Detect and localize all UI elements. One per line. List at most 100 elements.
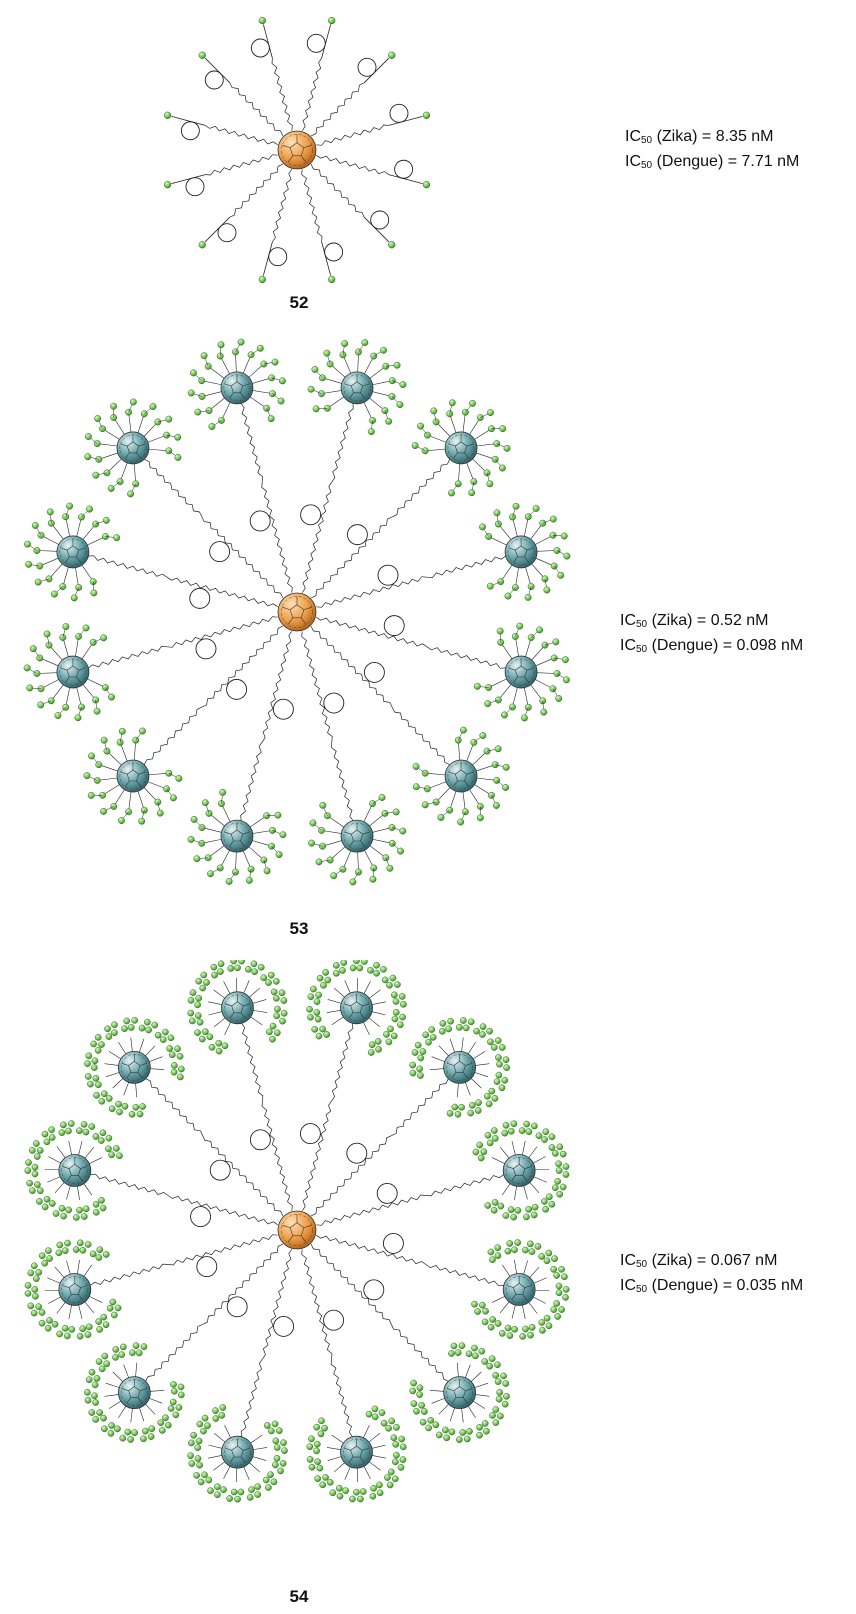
sugar-branch [470, 1371, 482, 1383]
sugar-ball [392, 808, 400, 816]
sugar-ball [380, 965, 387, 973]
sugar-ball [215, 1039, 223, 1047]
sugar-ball [312, 405, 320, 413]
core-fullerene-cage-bond [287, 1235, 293, 1243]
sugar-ball [454, 1110, 462, 1118]
sugar-ball [190, 1431, 197, 1439]
sugar-ball [476, 1141, 484, 1149]
linker-chain [229, 163, 284, 218]
sugar-ball [91, 1064, 98, 1071]
core-fullerene-cage-bond [282, 1224, 291, 1229]
peripheral-fullerene-sphere [56, 535, 90, 569]
sugar-ball [399, 827, 407, 835]
sugar-ball [166, 1045, 173, 1052]
sugar-ball [494, 1320, 502, 1327]
sugar-ball [138, 817, 146, 825]
peripheral-fullerene-cage-bond [66, 1175, 72, 1182]
sugar-ball [467, 1018, 475, 1026]
ic50-values-53: IC50 (Zika) = 0.52 nM IC50 (Dengue) = 0.… [620, 610, 803, 660]
sugar-branch [368, 397, 386, 411]
cyclooctyne-ring [196, 1256, 218, 1278]
sugar-ball [369, 800, 376, 808]
sugar-ball [84, 433, 92, 440]
sugar-branch [243, 1465, 250, 1480]
sugar-ball [387, 1025, 394, 1033]
sugar-ball [94, 415, 102, 422]
sugar-ball [472, 1352, 479, 1360]
peripheral-fullerene [340, 819, 374, 853]
sugar-branch [221, 803, 231, 823]
sugar-ball [416, 1065, 424, 1073]
peripheral-fullerene-cage-bond [362, 1447, 370, 1451]
sugar-ball [194, 1455, 202, 1462]
peripheral-fullerene-cage-ring [507, 658, 535, 686]
sugar-ball [119, 1343, 127, 1351]
peripheral-fullerene-cage-bond [362, 383, 370, 387]
peripheral-fullerene-cage-bond [465, 1063, 473, 1066]
sugar-ball [499, 425, 507, 433]
linker-chain [88, 646, 168, 669]
peripheral-fullerene-cage [454, 769, 468, 782]
sugar-ball [520, 714, 528, 722]
sugar-ball [504, 1247, 512, 1255]
sugar-ball [102, 1251, 110, 1258]
sugar-ball [451, 1103, 459, 1111]
sugar-ball [555, 1167, 563, 1174]
sugar-ball [36, 1147, 44, 1154]
ic50-zika-53: IC50 (Zika) = 0.52 nM [620, 612, 769, 630]
sugar-branch [235, 851, 237, 873]
core-fullerene-cage-bond [303, 1224, 312, 1229]
peripheral-fullerene-cage-bond [348, 1456, 354, 1463]
sugar-ball [24, 1290, 32, 1297]
sugar-ball [140, 1343, 148, 1350]
linker-chain [202, 1135, 284, 1217]
sugar-ball [92, 1416, 100, 1423]
sugar-branch [534, 678, 554, 690]
peripheral-fullerene-sphere [220, 371, 254, 405]
sugar-branch [208, 844, 226, 858]
sugar-branch [511, 1304, 516, 1319]
sugar-ball [543, 1314, 551, 1322]
compound-53-structure [23, 338, 571, 886]
sugar-branch [143, 786, 159, 803]
sugar-ball [278, 377, 286, 385]
peripheral-fullerene-cage-ring [223, 374, 251, 402]
sugar-ball [190, 815, 198, 823]
sugar-ball [487, 1038, 494, 1046]
sugar-branch [367, 1432, 380, 1443]
sugar-branch [471, 458, 488, 474]
linker-chain [261, 631, 293, 743]
sugar-ball [416, 1391, 424, 1398]
sugar-ball [313, 1447, 320, 1455]
sugar-branch [137, 413, 145, 434]
sugar-ball [388, 51, 396, 59]
sugar-ball [411, 1049, 419, 1056]
sugar-ball [196, 1018, 204, 1026]
core-fullerene-cage-bond [303, 606, 312, 611]
sugar-ball [51, 1320, 59, 1328]
sugar-branch [213, 1460, 226, 1471]
sugar-ball [280, 1009, 288, 1017]
peripheral-fullerene-cage-bond [229, 1456, 235, 1463]
sugar-ball [484, 1202, 492, 1209]
peripheral-fullerene-cage-bond [462, 1397, 468, 1404]
peripheral-fullerene-cage-bond [348, 1012, 354, 1019]
sugar-ball [332, 969, 340, 977]
sugar-ball [412, 763, 420, 770]
sugar-ball [189, 989, 197, 996]
sugar-ball [177, 1073, 184, 1081]
peripheral-fullerene-cage-bond [228, 392, 234, 399]
sugar-ball [270, 1478, 278, 1486]
sugar-ball [487, 1248, 495, 1256]
peripheral-fullerene-cage-bond [447, 1388, 454, 1392]
sugar-ball [164, 1421, 172, 1429]
sugar-ball [145, 1026, 152, 1034]
peripheral-fullerene-cage-bond [136, 452, 141, 459]
sugar-ball [494, 1037, 502, 1044]
sugar-ball [495, 1071, 503, 1079]
sugar-branch [322, 839, 343, 847]
sugar-branch [113, 417, 126, 436]
peripheral-fullerene-cage [231, 1445, 244, 1458]
sugar-ball [61, 1324, 69, 1332]
sugar-ball [65, 1206, 72, 1214]
